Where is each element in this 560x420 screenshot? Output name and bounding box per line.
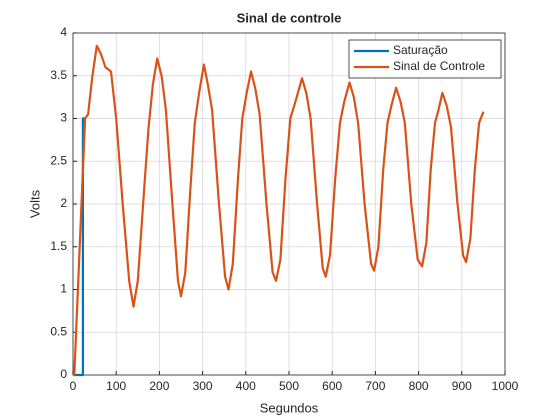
x-tick-label: 200	[149, 379, 169, 393]
x-tick-label: 300	[193, 379, 213, 393]
legend-label: Saturação	[393, 43, 448, 57]
y-tick-label: 0	[60, 367, 67, 381]
y-tick-label: 3	[60, 111, 67, 125]
x-tick-label: 500	[279, 379, 299, 393]
x-tick-label: 100	[106, 379, 126, 393]
y-tick-label: 2	[60, 196, 67, 210]
x-axis-label: Segundos	[260, 400, 319, 415]
y-tick-label: 4	[60, 25, 67, 39]
x-tick-label: 900	[452, 379, 472, 393]
plot-frame	[72, 32, 506, 376]
chart-title: Sinal de controle	[237, 10, 342, 25]
x-tick-label: 1000	[492, 379, 519, 393]
y-axis-label: Volts	[27, 189, 42, 218]
y-tick-label: 3.5	[50, 68, 67, 82]
legend-label: Sinal de Controle	[393, 59, 485, 73]
x-tick-label: 700	[365, 379, 385, 393]
y-tick-label: 0.5	[50, 324, 67, 338]
y-tick-label: 1.5	[50, 239, 67, 253]
x-tick-label: 400	[236, 379, 256, 393]
x-tick-label: 0	[70, 379, 77, 393]
series-line	[73, 44, 485, 377]
x-tick-label: 600	[322, 379, 342, 393]
legend-box	[348, 39, 502, 79]
x-tick-label: 800	[409, 379, 429, 393]
y-tick-label: 2.5	[50, 153, 67, 167]
y-tick-label: 1	[60, 282, 67, 296]
